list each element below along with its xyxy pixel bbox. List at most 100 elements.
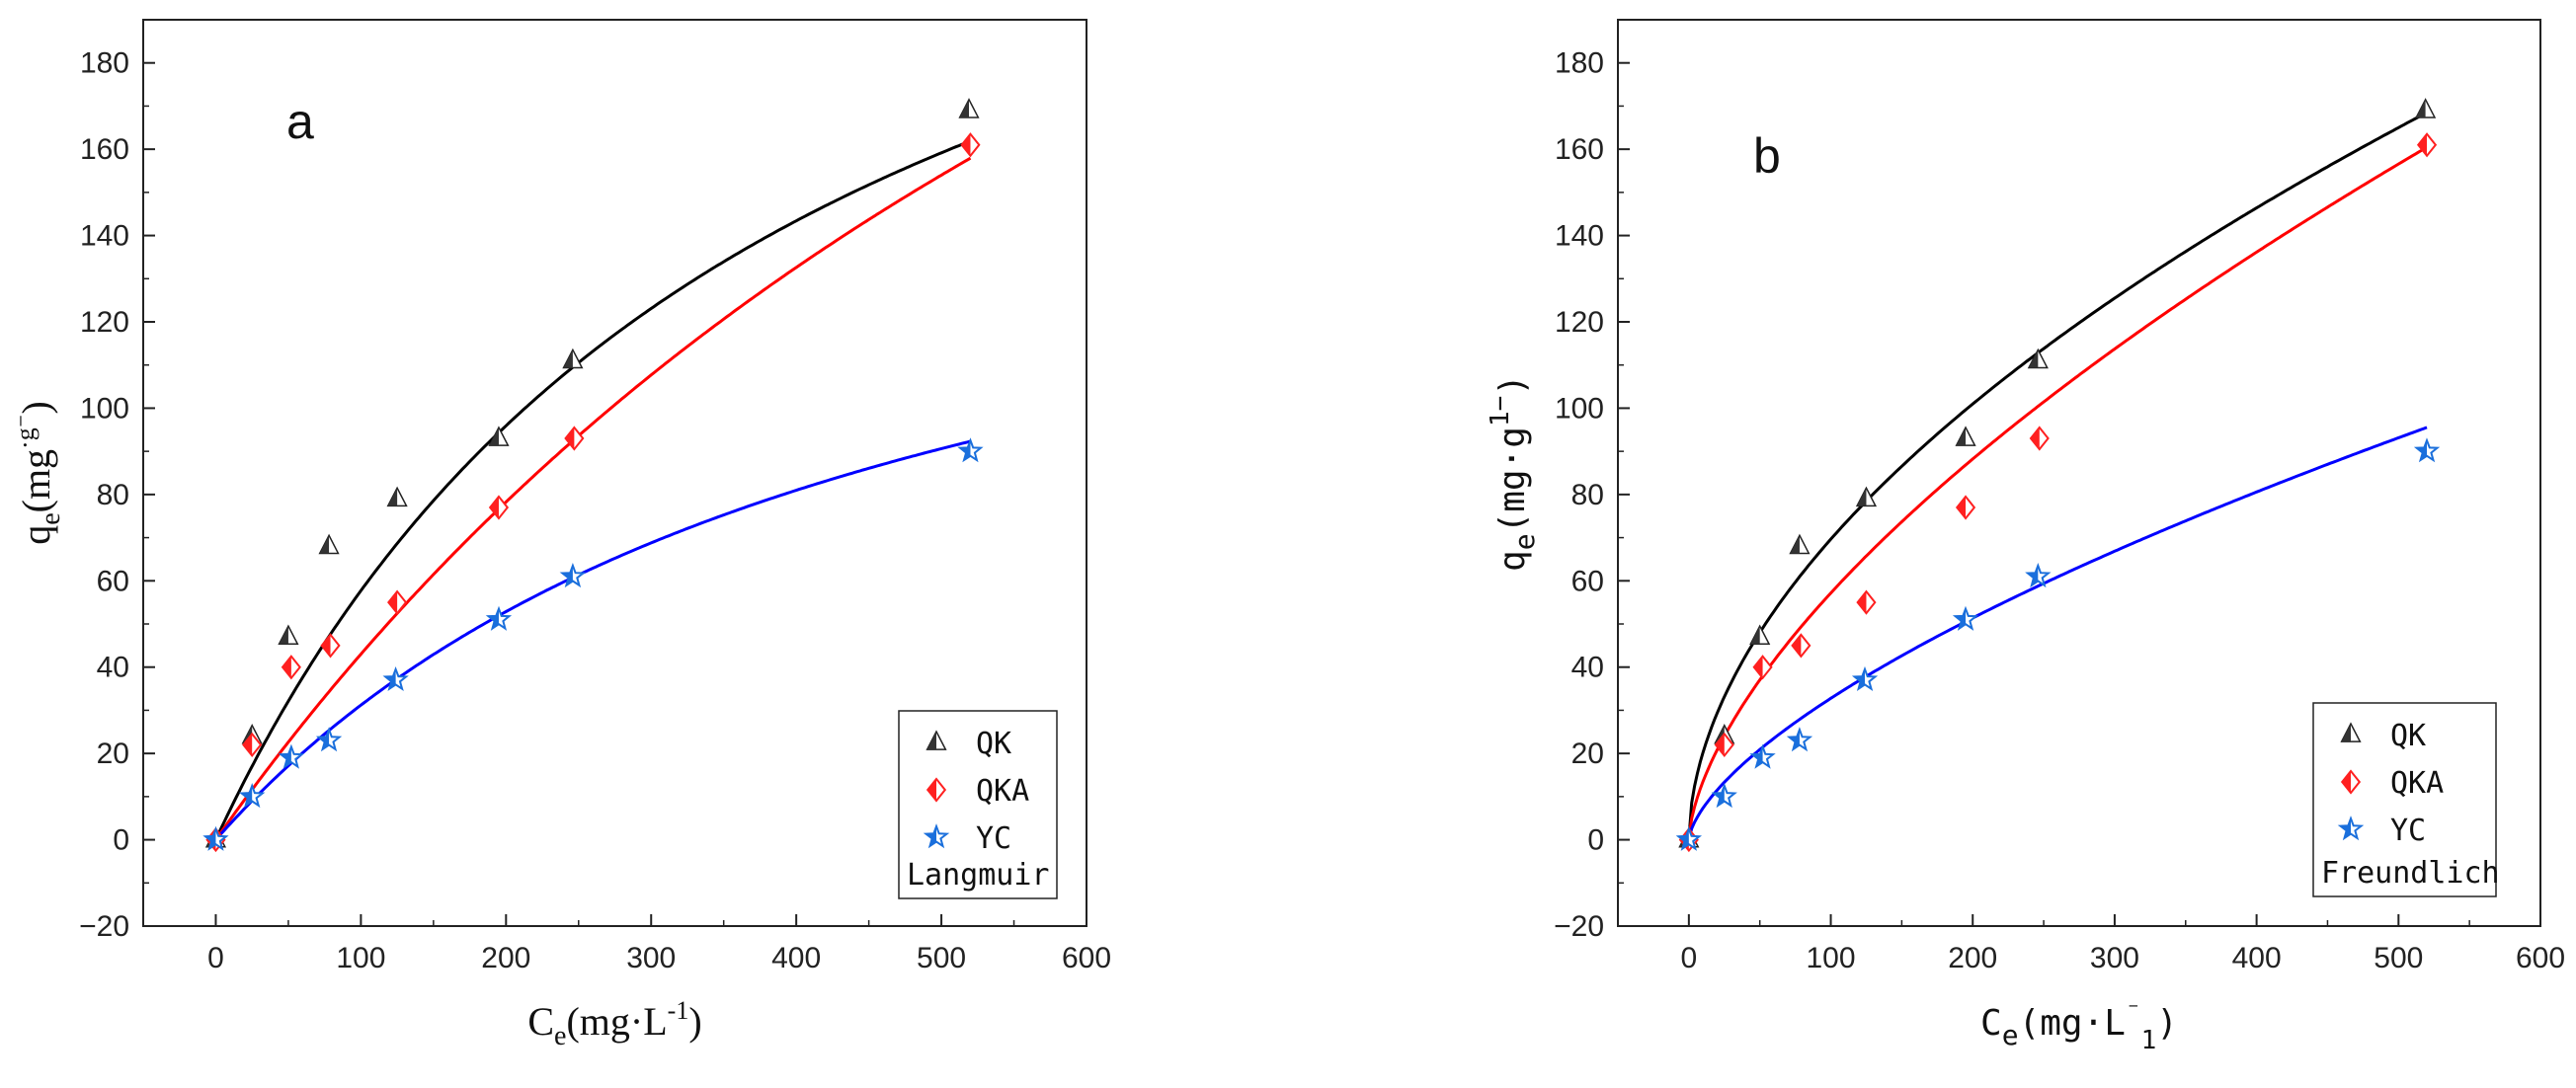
x-tick-label: 100	[336, 942, 385, 974]
point-qka-fill	[282, 656, 291, 678]
point-qk-fill	[1790, 535, 1800, 554]
point-yc-fill	[318, 730, 330, 749]
y-tick-label: 60	[97, 565, 129, 597]
legend-marker-yc-fill	[2340, 818, 2351, 838]
point-yc-fill	[2027, 565, 2039, 585]
legend-model-name: Langmuir	[907, 858, 1050, 893]
plot-frame	[1617, 19, 2541, 927]
point-yc-fill	[960, 440, 971, 460]
legend-label-qka: QKA	[2390, 766, 2444, 801]
point-qka-fill	[321, 634, 331, 657]
point-yc-fill	[1752, 746, 1763, 767]
point-yc-fill	[281, 746, 291, 767]
y-tick-label: 40	[97, 652, 129, 684]
point-qka-fill	[490, 496, 499, 518]
point-qk-fill	[1956, 427, 1967, 446]
fit-line-yc	[214, 439, 971, 841]
x-tick-label: 200	[1948, 942, 1997, 974]
x-tick-label: 0	[1681, 942, 1698, 974]
panel-letter: a	[286, 94, 314, 149]
y-tick-label: 0	[113, 824, 129, 857]
legend-marker-qka-fill	[2342, 771, 2351, 793]
y-axis-title: qe(mg·g1−)	[1486, 374, 1541, 572]
x-tick-label: 400	[771, 942, 821, 974]
point-yc-fill	[385, 668, 396, 689]
x-axis-title: Ce(mg·L-1)	[527, 996, 701, 1051]
x-tick-label: 300	[626, 942, 676, 974]
point-yc-fill	[488, 608, 499, 629]
fit-line-qka	[1687, 145, 2428, 840]
y-tick-label: 100	[1555, 392, 1604, 425]
point-qk-fill	[279, 626, 288, 645]
y-tick-label: 80	[97, 479, 129, 511]
point-yc-fill	[2416, 440, 2428, 460]
legend-label-qk: QK	[2390, 719, 2426, 753]
point-yc-fill	[1789, 730, 1800, 749]
point-qk-fill	[1857, 488, 1867, 506]
point-yc-fill	[205, 828, 216, 849]
y-tick-label: 0	[1587, 824, 1604, 857]
point-qk-fill	[959, 99, 969, 117]
point-qk-fill	[387, 488, 398, 506]
legend-marker-qka-fill	[927, 779, 936, 801]
point-yc-fill	[1714, 785, 1725, 806]
x-tick-label: 500	[2374, 942, 2423, 974]
point-qk-fill	[2028, 350, 2039, 368]
fit-line-yc	[1687, 426, 2428, 840]
point-qka-fill	[1753, 656, 1763, 678]
point-yc-fill	[1678, 828, 1689, 849]
legend-label-yc: YC	[2390, 814, 2426, 848]
x-tick-label: 300	[2090, 942, 2139, 974]
legend-box	[898, 710, 1058, 899]
point-qk-fill	[489, 427, 499, 446]
legend-label-qka: QKA	[976, 774, 1029, 809]
point-qk-fill	[2416, 99, 2426, 117]
y-tick-label: 120	[1555, 306, 1604, 339]
point-qk-fill	[1750, 626, 1760, 645]
y-tick-label: 60	[1571, 565, 1604, 597]
legend-marker-qk-fill	[926, 732, 936, 750]
point-qka-fill	[565, 427, 575, 450]
x-tick-label: 600	[1062, 942, 1111, 974]
point-yc-fill	[1854, 668, 1866, 689]
x-tick-label: 100	[1807, 942, 1856, 974]
y-tick-label: −20	[1554, 910, 1604, 943]
chart-panel-a: 0 100 200 300 400 500 600 −20 0 20 40 60 80 100 120 140…	[11, 19, 1111, 1051]
legend: QK QKA YC Freundlich	[2312, 702, 2500, 897]
x-axis-title: Ce(mg·L⁻1)	[1980, 996, 2178, 1055]
y-tick-label: 120	[80, 306, 129, 339]
x-tick-label: 600	[2516, 942, 2565, 974]
point-qka-fill	[1857, 591, 1867, 614]
point-qk-fill	[319, 535, 330, 554]
y-tick-label: 20	[97, 738, 129, 770]
y-tick-label: 160	[1555, 133, 1604, 166]
point-qka-fill	[1715, 734, 1725, 756]
point-qka-fill	[961, 133, 971, 156]
x-tick-label: 500	[917, 942, 966, 974]
legend-label-qk: QK	[976, 727, 1011, 761]
legend-marker-qk-fill	[2341, 724, 2351, 742]
point-qk-fill	[563, 350, 573, 368]
fit-line-qka	[214, 156, 972, 841]
point-qka-fill	[2030, 427, 2040, 450]
y-tick-label: 20	[1571, 738, 1604, 770]
panel-letter: b	[1753, 128, 1781, 184]
point-yc-fill	[1955, 608, 1967, 629]
point-qka-fill	[1792, 634, 1802, 657]
fit-line-qk	[214, 139, 972, 841]
legend-box	[2312, 702, 2497, 897]
y-tick-label: 140	[80, 220, 129, 253]
y-tick-label: 40	[1571, 652, 1604, 684]
chart-panel-b: 0 100 200 300 400 500 600 −20 0 20 40 60 80 100 120 140…	[1486, 19, 2565, 1055]
legend-model-name: Freundlich	[2321, 856, 2500, 891]
x-tick-label: 400	[2232, 942, 2282, 974]
y-tick-label: 180	[80, 47, 129, 80]
x-tick-label: 0	[207, 942, 224, 974]
y-tick-label: 160	[80, 133, 129, 166]
y-tick-label: 140	[1555, 220, 1604, 253]
point-yc-fill	[241, 785, 253, 806]
plot-frame	[142, 19, 1087, 927]
point-qka-fill	[388, 591, 398, 614]
